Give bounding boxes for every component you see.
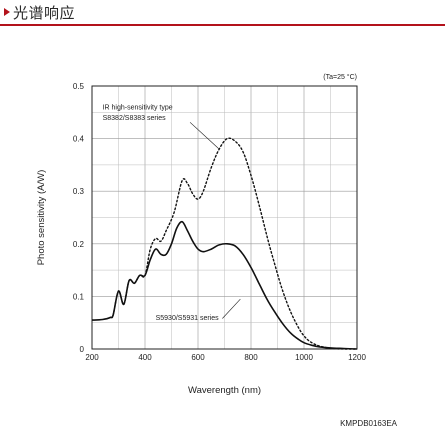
series-line-s5930 <box>91 220 358 350</box>
figure-code: KMPDB0163EA <box>340 419 398 428</box>
chart-series <box>91 137 358 350</box>
y-tick-label: 0.1 <box>73 292 85 301</box>
y-tick-label: 0.4 <box>73 135 85 144</box>
series-leader-ir <box>189 122 220 150</box>
x-tick-label: 800 <box>244 353 258 362</box>
header-divider <box>0 24 445 26</box>
x-axis-label: Waverength (nm) <box>188 385 261 396</box>
x-axis-ticks: 200 400 600 800 1000 1200 <box>85 353 366 362</box>
plot-frame <box>91 85 358 350</box>
x-tick-label: 1000 <box>295 353 313 362</box>
measurement-condition: (Ta=25 °C) <box>323 73 357 81</box>
x-tick-label: 600 <box>191 353 205 362</box>
section-header: 光谱响应 <box>0 0 448 26</box>
series-label-s5930: S5930/S5931 series <box>156 315 220 322</box>
series-leader-s5930 <box>222 298 241 319</box>
x-tick-label: 200 <box>85 353 99 362</box>
section-title: 光谱响应 <box>13 4 76 22</box>
chart-grid <box>91 85 358 350</box>
y-axis-label: Photo sensitivity (A/W) <box>36 170 47 266</box>
series-label-ir-line2: S8382/S8383 series <box>103 115 167 122</box>
series-label-ir-line1: IR high-sensitivity type <box>103 105 173 112</box>
y-tick-label: 0.2 <box>73 240 85 249</box>
y-tick-label: 0.5 <box>73 82 85 91</box>
y-axis-ticks: 0 0.1 0.2 0.3 0.4 0.5 <box>73 82 85 354</box>
x-tick-label: 1200 <box>348 353 366 362</box>
y-tick-label: 0.3 <box>73 187 85 196</box>
y-tick-label: 0 <box>80 345 85 354</box>
x-tick-label: 400 <box>138 353 152 362</box>
header-arrow-icon <box>4 8 10 16</box>
